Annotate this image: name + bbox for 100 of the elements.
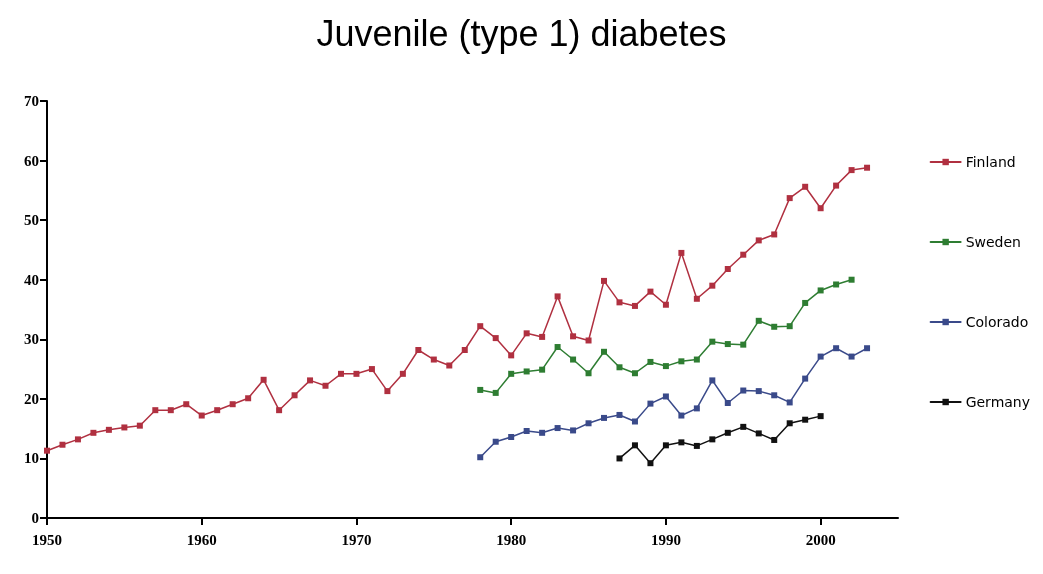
point [662,363,669,370]
point [740,423,747,430]
point [59,441,66,448]
point [152,407,159,414]
point [616,411,623,418]
point [183,401,190,408]
point [693,442,700,449]
point [322,382,329,389]
point [786,195,793,202]
chart-title: Juvenile (type 1) diabetes [316,12,727,54]
x-tick-label: 1990 [650,531,681,548]
legend-label: Colorado [965,314,1029,330]
y-tick-label: 40 [24,271,39,288]
x-tick-label: 1950 [32,531,62,548]
y-tick-label: 30 [24,331,39,348]
point [817,205,824,212]
point [848,276,855,283]
point [44,447,50,454]
point [709,282,716,289]
point [678,249,685,256]
point [523,330,530,337]
point [833,345,840,352]
point [229,401,236,408]
point [802,375,809,382]
point [802,299,809,306]
point [539,366,546,373]
point [616,364,623,371]
point [601,277,608,284]
point [647,460,654,467]
point [693,405,700,412]
point [740,341,747,348]
point [662,442,669,449]
point [461,347,468,354]
point [291,392,298,399]
point [616,455,623,462]
point [631,442,638,449]
y-tick-label: 70 [24,93,39,109]
point [693,356,700,363]
point [693,295,700,302]
point [755,430,762,437]
point [601,348,608,355]
point [368,366,375,373]
point [214,407,221,414]
point [276,407,283,414]
point [755,388,762,395]
point [492,335,499,342]
point [755,317,762,324]
point [508,352,515,359]
point [446,362,453,369]
point [136,422,143,429]
point [631,418,638,425]
point [740,251,747,258]
point [833,281,840,288]
y-tick-label: 60 [24,152,39,169]
point [631,302,638,309]
point [755,237,762,244]
point [554,425,561,432]
point [848,167,855,174]
point [678,439,685,446]
point [647,288,654,295]
point [864,164,871,171]
point [771,392,778,399]
legend-label: Sweden [965,234,1021,250]
x-tick-label: 1980 [496,531,527,548]
point [817,353,824,360]
point [554,344,561,351]
y-tick-label: 50 [24,212,39,229]
point [415,347,422,354]
point [508,433,515,440]
point [477,323,484,330]
point [523,428,530,435]
point [709,436,716,443]
point [771,231,778,238]
point [570,356,577,363]
point [678,358,685,365]
point [709,377,716,384]
point [786,323,793,330]
point [771,436,778,443]
point [848,353,855,360]
point [616,299,623,306]
point [121,424,128,431]
point [817,413,824,420]
point [802,183,809,190]
point [724,429,731,436]
point [430,356,437,363]
point [353,370,360,377]
point [477,454,484,461]
point [570,333,577,340]
point [74,436,81,443]
point [662,393,669,400]
point [492,438,499,445]
point [647,358,654,365]
point [786,399,793,406]
point [724,400,731,407]
point [384,388,391,395]
legend-label: Germany [965,394,1031,410]
point [771,323,778,330]
point [198,412,205,419]
x-tick-label: 2000 [805,531,836,548]
point [786,420,793,427]
